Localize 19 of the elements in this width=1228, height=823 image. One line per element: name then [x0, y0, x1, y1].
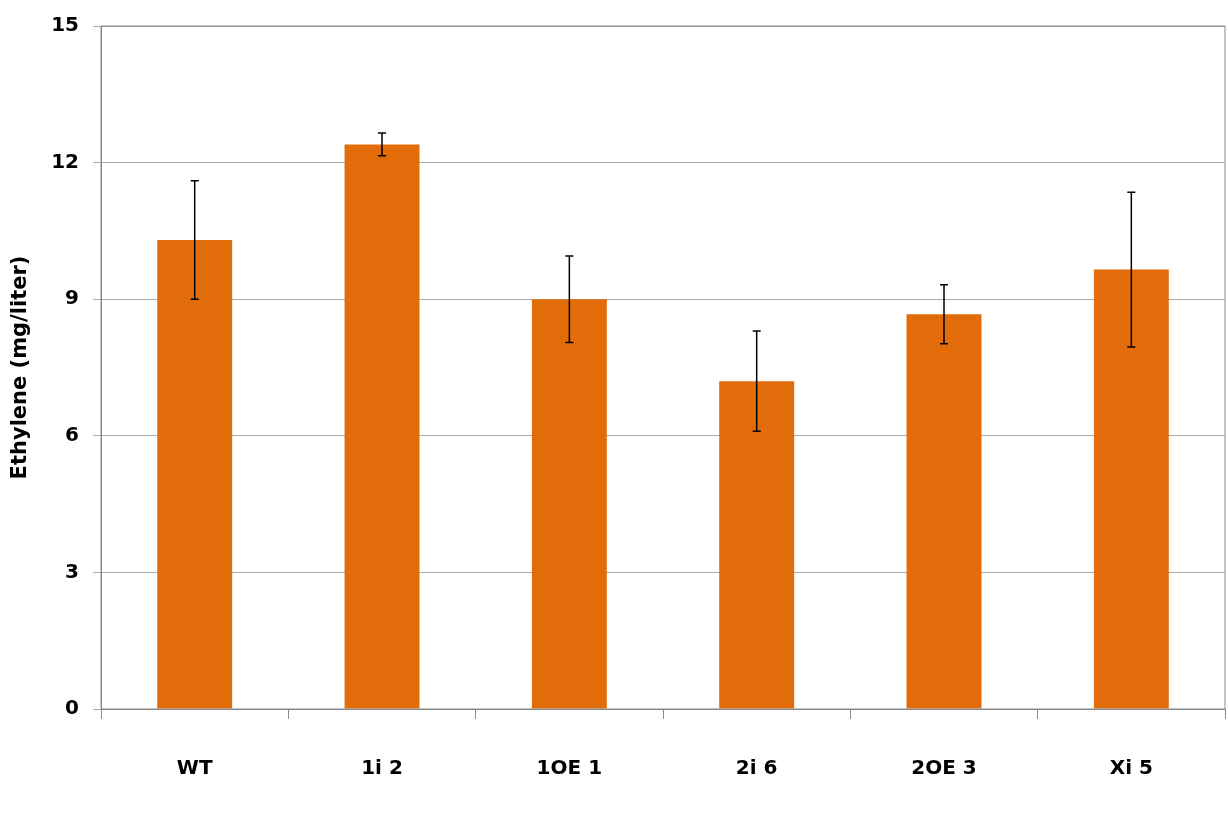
y-tick-label: 15: [51, 12, 80, 37]
bar: [1093, 269, 1169, 709]
x-tick-label: 2OE 3: [911, 755, 977, 780]
bar: [719, 381, 795, 709]
bar: [906, 314, 982, 709]
y-tick-label: 0: [65, 695, 80, 720]
y-tick-label: 3: [65, 558, 80, 583]
x-tick-label: Xi 5: [1109, 755, 1153, 780]
x-tick-label: 1i 2: [361, 755, 403, 780]
y-tick-label: 6: [65, 422, 80, 446]
bar: [344, 144, 420, 709]
x-tick-label: WT: [176, 755, 213, 780]
y-tick-label: 9: [65, 285, 80, 310]
x-tick-label: 2i 6: [735, 755, 778, 780]
bar: [531, 299, 607, 709]
x-tick-label: 1OE 1: [536, 755, 603, 780]
y-tick-label: 12: [51, 148, 80, 173]
y-axis-title: Ethylene (mg/liter): [7, 255, 32, 480]
bar: [157, 240, 233, 709]
